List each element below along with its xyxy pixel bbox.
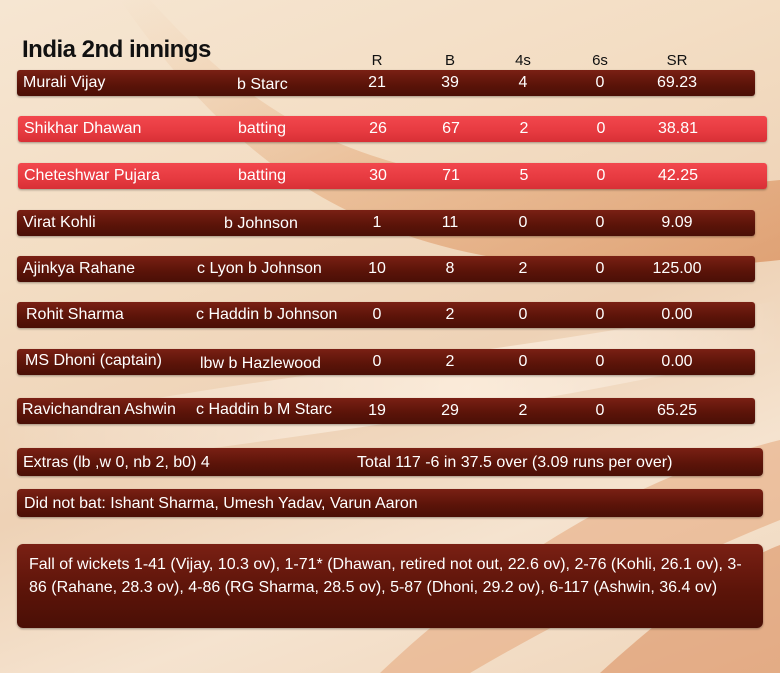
runs: 19: [368, 402, 386, 419]
fours: 2: [518, 260, 528, 277]
balls: 2: [445, 306, 455, 323]
sixes: 0: [595, 214, 605, 231]
batsman-name: Rohit Sharma: [26, 306, 124, 323]
strike-rate: 65.25: [656, 402, 698, 419]
col-header-strike-rate: SR: [666, 52, 688, 69]
strike-rate: 38.81: [657, 120, 699, 137]
dismissal: lbw b Hazlewood: [200, 355, 321, 372]
batsman-row: Cheteshwar Pujara batting 30 71 5 0 42.2…: [18, 163, 767, 189]
extras-text: Extras (lb ,w 0, nb 2, b0) 4: [23, 454, 210, 471]
sixes: 0: [595, 353, 605, 370]
balls: 67: [442, 120, 460, 137]
sixes: 0: [595, 74, 605, 91]
total-text: Total 117 -6 in 37.5 over (3.09 runs per…: [357, 454, 673, 471]
fours: 5: [519, 167, 529, 184]
batsman-name: Shikhar Dhawan: [24, 120, 142, 137]
col-header-balls: B: [444, 52, 455, 69]
col-header-runs: R: [371, 52, 383, 69]
fall-of-wickets-panel: Fall of wickets 1-41 (Vijay, 10.3 ov), 1…: [17, 544, 763, 628]
sixes: 0: [595, 306, 605, 323]
runs: 10: [368, 260, 386, 277]
batsman-name: Cheteshwar Pujara: [24, 167, 161, 184]
col-header-fours: 4s: [515, 52, 531, 69]
batsman-row: Ravichandran Ashwin c Haddin b M Starc 1…: [17, 398, 755, 424]
batsman-row: Ajinkya Rahane c Lyon b Johnson 10 8 2 0…: [17, 256, 755, 282]
dismissal: b Johnson: [224, 215, 298, 232]
runs: 1: [372, 214, 382, 231]
extras-total-bar: Extras (lb ,w 0, nb 2, b0) 4 Total 117 -…: [17, 448, 763, 476]
batsman-row: Virat Kohli b Johnson 1 11 0 0 9.09: [17, 210, 755, 236]
fours: 0: [518, 214, 528, 231]
dismissal: c Lyon b Johnson: [197, 260, 322, 277]
batsman-name: Virat Kohli: [23, 214, 96, 231]
dismissal: batting: [238, 167, 287, 184]
batsman-name: MS Dhoni (captain): [25, 352, 162, 369]
balls: 11: [441, 214, 459, 231]
balls: 8: [445, 260, 455, 277]
did-not-bat-bar: Did not bat: Ishant Sharma, Umesh Yadav,…: [17, 489, 763, 517]
fall-of-wickets-text: Fall of wickets 1-41 (Vijay, 10.3 ov), 1…: [29, 556, 742, 596]
dismissal: batting: [238, 120, 287, 137]
runs: 0: [372, 306, 382, 323]
batsman-name: Ravichandran Ashwin: [22, 401, 176, 418]
strike-rate: 0.00: [661, 353, 693, 370]
balls: 71: [442, 167, 460, 184]
strike-rate: 69.23: [656, 74, 698, 91]
fours: 0: [518, 306, 528, 323]
strike-rate: 42.25: [657, 167, 699, 184]
batsman-row: Shikhar Dhawan batting 26 67 2 0 38.81: [18, 116, 767, 142]
runs: 21: [368, 74, 386, 91]
fours: 2: [519, 120, 529, 137]
sixes: 0: [596, 120, 606, 137]
runs: 30: [369, 167, 387, 184]
dismissal: c Haddin b M Starc: [196, 401, 333, 418]
dismissal: c Haddin b Johnson: [196, 306, 338, 323]
balls: 39: [441, 74, 459, 91]
strike-rate: 125.00: [652, 260, 702, 277]
col-header-sixes: 6s: [592, 52, 608, 69]
runs: 26: [369, 120, 387, 137]
batsman-name: Murali Vijay: [23, 74, 106, 91]
balls: 29: [441, 402, 459, 419]
fours: 2: [518, 402, 528, 419]
sixes: 0: [595, 260, 605, 277]
batsman-row: MS Dhoni (captain) lbw b Hazlewood 0 2 0…: [17, 349, 755, 375]
fours: 0: [518, 353, 528, 370]
balls: 2: [445, 353, 455, 370]
sixes: 0: [595, 402, 605, 419]
batsman-name: Ajinkya Rahane: [23, 260, 136, 277]
fours: 4: [518, 74, 528, 91]
innings-title: India 2nd innings: [22, 36, 211, 63]
runs: 0: [372, 353, 382, 370]
strike-rate: 9.09: [661, 214, 693, 231]
sixes: 0: [596, 167, 606, 184]
dismissal: b Starc: [237, 76, 288, 93]
did-not-bat-text: Did not bat: Ishant Sharma, Umesh Yadav,…: [24, 495, 418, 512]
batsman-row: Murali Vijay b Starc 21 39 4 0 69.23: [17, 70, 755, 96]
batsman-row: Rohit Sharma c Haddin b Johnson 0 2 0 0 …: [17, 302, 755, 328]
strike-rate: 0.00: [661, 306, 693, 323]
